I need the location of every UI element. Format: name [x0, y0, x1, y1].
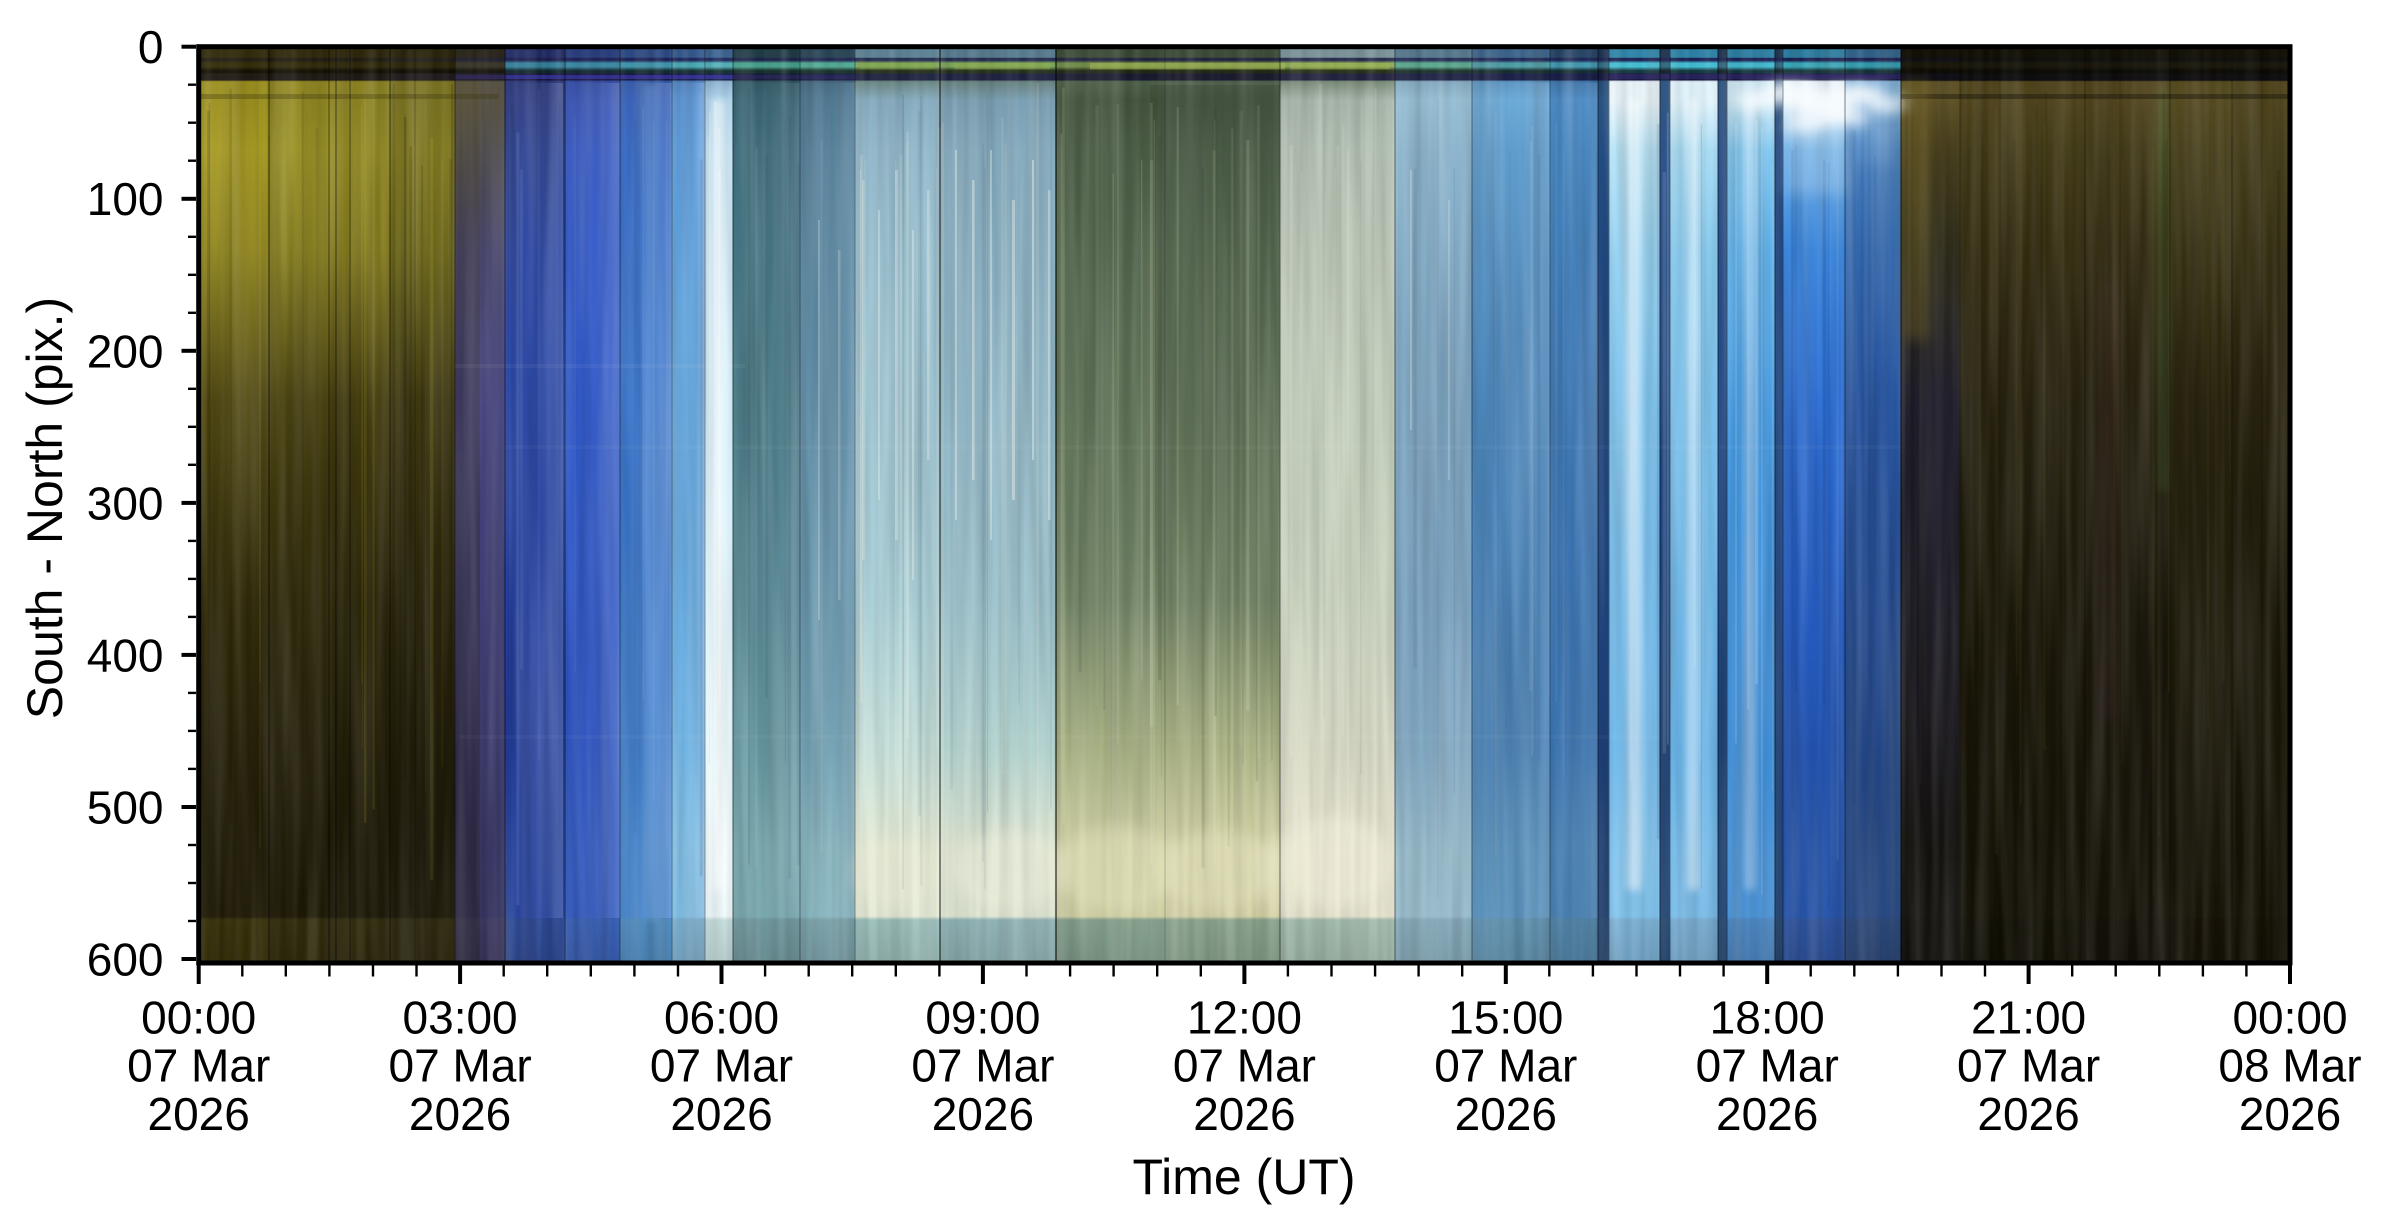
- svg-text:2026: 2026: [1193, 1088, 1295, 1140]
- svg-text:00:00: 00:00: [2232, 992, 2347, 1044]
- svg-text:09:00: 09:00: [925, 992, 1040, 1044]
- svg-text:2026: 2026: [148, 1088, 250, 1140]
- svg-text:2026: 2026: [670, 1088, 772, 1140]
- svg-text:South - North (pix.): South - North (pix.): [17, 297, 73, 719]
- svg-text:07 Mar: 07 Mar: [650, 1040, 793, 1092]
- svg-text:00:00: 00:00: [141, 992, 256, 1044]
- svg-text:100: 100: [87, 173, 164, 225]
- svg-text:400: 400: [87, 629, 164, 681]
- svg-text:12:00: 12:00: [1187, 992, 1302, 1044]
- svg-text:07 Mar: 07 Mar: [1957, 1040, 2100, 1092]
- svg-text:2026: 2026: [932, 1088, 1034, 1140]
- svg-text:2026: 2026: [409, 1088, 511, 1140]
- svg-text:300: 300: [87, 477, 164, 529]
- svg-text:0: 0: [138, 21, 164, 73]
- svg-text:21:00: 21:00: [1971, 992, 2086, 1044]
- svg-text:600: 600: [87, 934, 164, 986]
- svg-text:500: 500: [87, 782, 164, 834]
- svg-text:18:00: 18:00: [1710, 992, 1825, 1044]
- svg-text:200: 200: [87, 325, 164, 377]
- svg-text:07 Mar: 07 Mar: [1434, 1040, 1577, 1092]
- svg-text:07 Mar: 07 Mar: [389, 1040, 532, 1092]
- svg-text:2026: 2026: [1455, 1088, 1557, 1140]
- svg-text:2026: 2026: [1977, 1088, 2079, 1140]
- svg-text:07 Mar: 07 Mar: [1696, 1040, 1839, 1092]
- svg-text:2026: 2026: [1716, 1088, 1818, 1140]
- svg-text:03:00: 03:00: [403, 992, 518, 1044]
- svg-text:2026: 2026: [2239, 1088, 2341, 1140]
- svg-text:Time (UT): Time (UT): [1132, 1149, 1355, 1205]
- svg-text:07 Mar: 07 Mar: [1173, 1040, 1316, 1092]
- svg-text:06:00: 06:00: [664, 992, 779, 1044]
- svg-text:15:00: 15:00: [1448, 992, 1563, 1044]
- svg-text:07 Mar: 07 Mar: [911, 1040, 1054, 1092]
- svg-text:08 Mar: 08 Mar: [2218, 1040, 2361, 1092]
- svg-text:07 Mar: 07 Mar: [127, 1040, 270, 1092]
